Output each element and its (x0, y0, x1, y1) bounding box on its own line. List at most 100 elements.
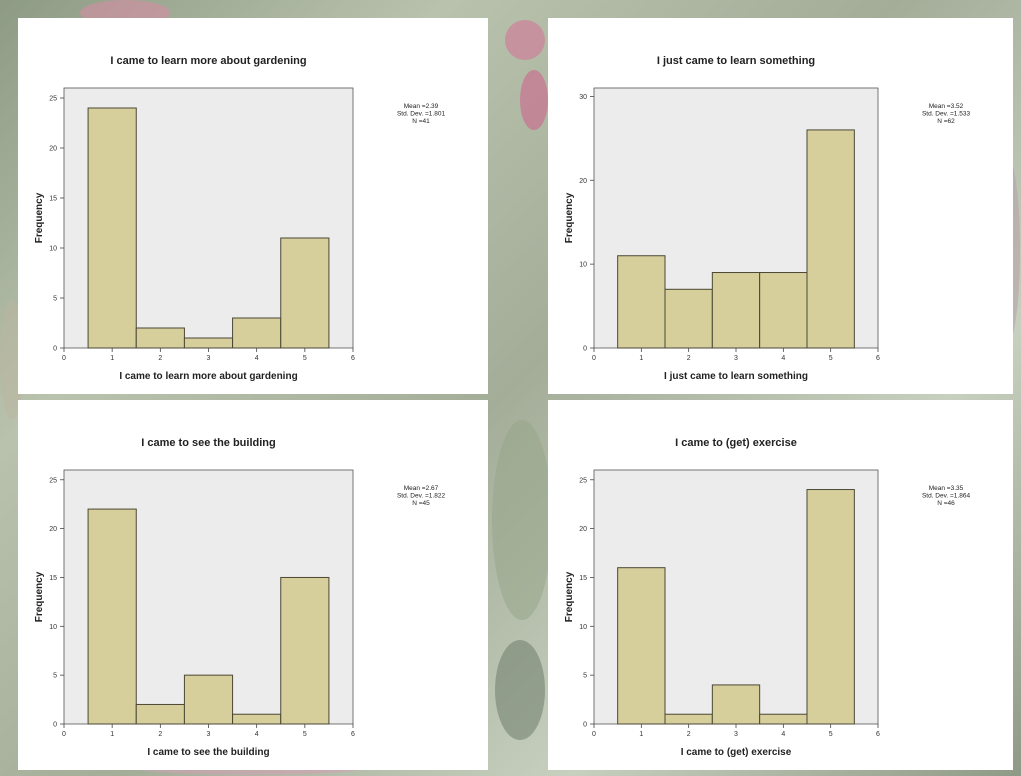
y-tick-label: 10 (49, 624, 57, 631)
x-tick-label: 5 (829, 731, 833, 738)
summary-stat: N =41 (412, 118, 430, 125)
x-tick-label: 5 (303, 731, 307, 738)
y-tick-label: 5 (53, 296, 57, 303)
x-tick-label: 1 (110, 355, 114, 362)
x-tick-label: 3 (207, 731, 211, 738)
histogram-bar (135, 703, 185, 725)
x-axis-label: I came to see the building (147, 747, 269, 758)
x-tick-label: 1 (110, 731, 114, 738)
x-tick-label: 0 (592, 355, 596, 362)
summary-stat: Mean =2.39 (404, 103, 439, 110)
x-tick-label: 2 (158, 731, 162, 738)
x-tick-label: 1 (639, 731, 643, 738)
summary-stat: N =46 (937, 500, 955, 507)
histogram-svg: I came to (get) exercise 0 1 2 3 4 5 6 0 5 10 15 20 2… (564, 437, 971, 758)
histogram-bar (183, 674, 234, 725)
y-tick-label: 20 (49, 146, 57, 153)
x-tick-label: 6 (876, 731, 880, 738)
chart-panel: I came to learn more about gardening 0 1 2 3… (18, 18, 488, 394)
histogram-bar (280, 237, 330, 349)
x-tick-label: 4 (781, 731, 785, 738)
x-tick-label: 6 (876, 355, 880, 362)
y-axis-label: Frequency (564, 192, 575, 243)
histogram-svg: I came to learn more about gardening 0 1 2 3… (34, 55, 446, 382)
chart-title: I came to learn more about gardening (110, 55, 306, 67)
histogram-bar (711, 272, 761, 349)
y-tick-label: 5 (583, 673, 587, 680)
y-tick-label: 15 (579, 575, 587, 582)
y-tick-label: 15 (49, 196, 57, 203)
x-axis-label: I just came to learn something (664, 371, 808, 382)
summary-stat: Std. Dev. =1.801 (397, 111, 446, 118)
y-tick-label: 15 (49, 575, 57, 582)
chart-panel: I came to see the building 0 1 2 3 4 5 6 0 5 10 15 2… (18, 400, 488, 770)
background-blossom (520, 70, 548, 130)
y-tick-label: 10 (579, 262, 587, 269)
x-tick-label: 2 (687, 731, 691, 738)
x-tick-label: 5 (303, 355, 307, 362)
x-tick-label: 3 (734, 731, 738, 738)
chart-panel: I came to (get) exercise 0 1 2 3 4 5 6 0 5 10 15 20 2… (548, 400, 1013, 770)
y-axis-label: Frequency (564, 571, 575, 622)
summary-stat: Mean =3.52 (929, 103, 964, 110)
y-tick-label: 0 (53, 722, 57, 729)
background-foliage (495, 640, 545, 740)
summary-stat: Std. Dev. =1.864 (922, 493, 971, 500)
histogram-bar (617, 567, 666, 725)
histogram-svg: I came to see the building 0 1 2 3 4 5 6 0 5 10 15 2… (34, 437, 446, 758)
summary-stat: Std. Dev. =1.533 (922, 111, 971, 118)
x-tick-label: 4 (781, 355, 785, 362)
y-axis-label: Frequency (34, 192, 45, 243)
histogram-bar (87, 107, 137, 349)
x-tick-label: 0 (62, 731, 66, 738)
background-foliage (492, 420, 552, 620)
x-tick-label: 3 (207, 355, 211, 362)
histogram-bar (135, 327, 185, 349)
summary-stat: N =62 (937, 118, 955, 125)
histogram-bar (759, 713, 808, 725)
y-tick-label: 20 (579, 178, 587, 185)
histogram-bar (87, 508, 137, 725)
y-tick-label: 30 (579, 94, 587, 101)
x-tick-label: 0 (62, 355, 66, 362)
background-blossom (505, 20, 545, 60)
y-tick-label: 5 (53, 673, 57, 680)
y-tick-label: 0 (53, 346, 57, 353)
summary-stat: Mean =2.67 (404, 485, 439, 492)
y-axis-label: Frequency (34, 571, 45, 622)
histogram-bar (664, 288, 713, 349)
chart-title: I came to see the building (141, 437, 275, 449)
histogram-bar (183, 337, 234, 349)
histogram-svg: I just came to learn something 0 1 2 3 4 5 6 0 10… (564, 55, 971, 382)
summary-stat: Mean =3.35 (929, 485, 964, 492)
y-tick-label: 25 (579, 477, 587, 484)
chart-title: I just came to learn something (657, 55, 815, 67)
histogram-bar (280, 576, 330, 725)
histogram-bar (232, 713, 282, 725)
x-tick-label: 1 (639, 355, 643, 362)
x-tick-label: 6 (351, 355, 355, 362)
x-axis-label: I came to learn more about gardening (119, 371, 297, 382)
y-tick-label: 0 (583, 346, 587, 353)
x-tick-label: 4 (255, 355, 259, 362)
histogram-bar (806, 129, 855, 349)
x-tick-label: 4 (255, 731, 259, 738)
x-tick-label: 2 (158, 355, 162, 362)
chart-title: I came to (get) exercise (675, 437, 797, 449)
x-tick-label: 6 (351, 731, 355, 738)
x-tick-label: 5 (829, 355, 833, 362)
y-tick-label: 10 (49, 246, 57, 253)
x-tick-label: 3 (734, 355, 738, 362)
y-tick-label: 0 (583, 722, 587, 729)
y-tick-label: 20 (579, 526, 587, 533)
histogram-bar (617, 255, 666, 349)
y-tick-label: 25 (49, 477, 57, 484)
x-tick-label: 0 (592, 731, 596, 738)
y-tick-label: 10 (579, 624, 587, 631)
x-axis-label: I came to (get) exercise (681, 747, 792, 758)
summary-stat: Std. Dev. =1.822 (397, 493, 446, 500)
histogram-bar (232, 317, 282, 349)
histogram-bar (759, 272, 808, 349)
x-tick-label: 2 (687, 355, 691, 362)
y-tick-label: 25 (49, 96, 57, 103)
